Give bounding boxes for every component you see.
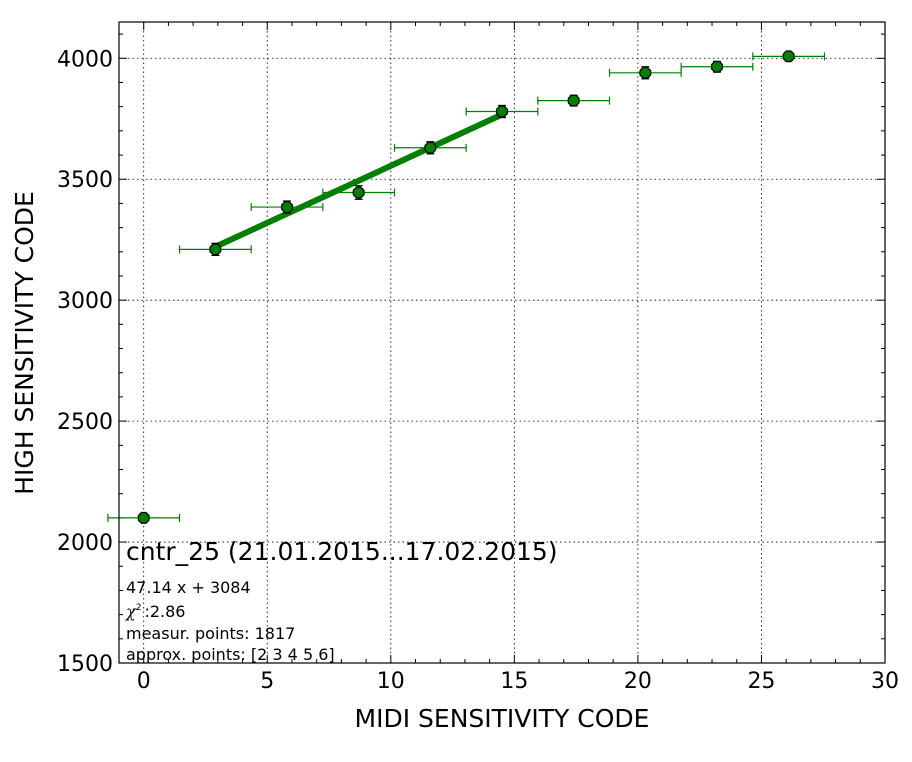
- chi2-symbol: χ: [125, 602, 137, 621]
- data-points: [107, 50, 826, 524]
- data-marker: [352, 186, 365, 199]
- data-marker: [281, 201, 293, 213]
- chi2-annotation: χ2:2.86: [125, 602, 185, 621]
- data-point: [178, 242, 252, 257]
- data-marker: [782, 50, 795, 63]
- fit-equation: 47.14 x + 3084: [126, 578, 251, 597]
- data-point: [465, 104, 539, 119]
- y-tick-label: 4000: [57, 47, 113, 72]
- measur-points: measur. points: 1817: [126, 624, 295, 643]
- data-marker: [424, 141, 437, 154]
- data-point: [107, 511, 181, 524]
- x-tick-label: 5: [260, 669, 274, 694]
- data-point: [393, 141, 467, 155]
- grid: [119, 22, 885, 663]
- fit-line: [214, 111, 504, 250]
- y-tick-label: 2000: [57, 531, 113, 556]
- data-marker: [639, 66, 652, 79]
- ticks: [118, 22, 886, 664]
- plot-frame: [118, 21, 886, 664]
- data-marker: [209, 243, 222, 256]
- y-tick-label: 3500: [57, 168, 113, 193]
- data-marker: [137, 511, 150, 524]
- data-point: [752, 50, 826, 63]
- data-point: [322, 185, 396, 200]
- x-tick-label: 30: [871, 669, 899, 694]
- x-tick-label: 10: [377, 669, 405, 694]
- fit-line-group: [214, 111, 504, 250]
- y-axis-title: HIGH SENSITIVITY CODE: [10, 191, 39, 495]
- chi2-superscript: 2: [136, 603, 142, 613]
- chi2-value: :2.86: [144, 602, 185, 621]
- x-tick-label: 20: [624, 669, 652, 694]
- data-point: [608, 66, 682, 80]
- data-point: [250, 200, 324, 214]
- data-marker: [567, 94, 580, 107]
- x-tick-label: 0: [137, 669, 151, 694]
- data-marker: [711, 60, 723, 73]
- data-point: [680, 60, 754, 73]
- x-axis-title: MIDI SENSITIVITY CODE: [355, 704, 650, 733]
- y-tick-label: 3000: [57, 289, 113, 314]
- chart-annotation-title: cntr_25 (21.01.2015...17.02.2015): [126, 537, 558, 566]
- y-tick-label: 1500: [57, 652, 113, 677]
- approx-points: approx. points: [2 3 4 5 6]: [126, 645, 335, 664]
- data-marker: [496, 105, 508, 118]
- tick-labels: 0 5 10 15 20 25 30 1500 2000 2500 3000 3500 4000: [57, 47, 899, 694]
- x-tick-label: 15: [500, 669, 528, 694]
- y-tick-label: 2500: [57, 410, 113, 435]
- x-tick-label: 25: [747, 669, 775, 694]
- data-point: [537, 94, 611, 107]
